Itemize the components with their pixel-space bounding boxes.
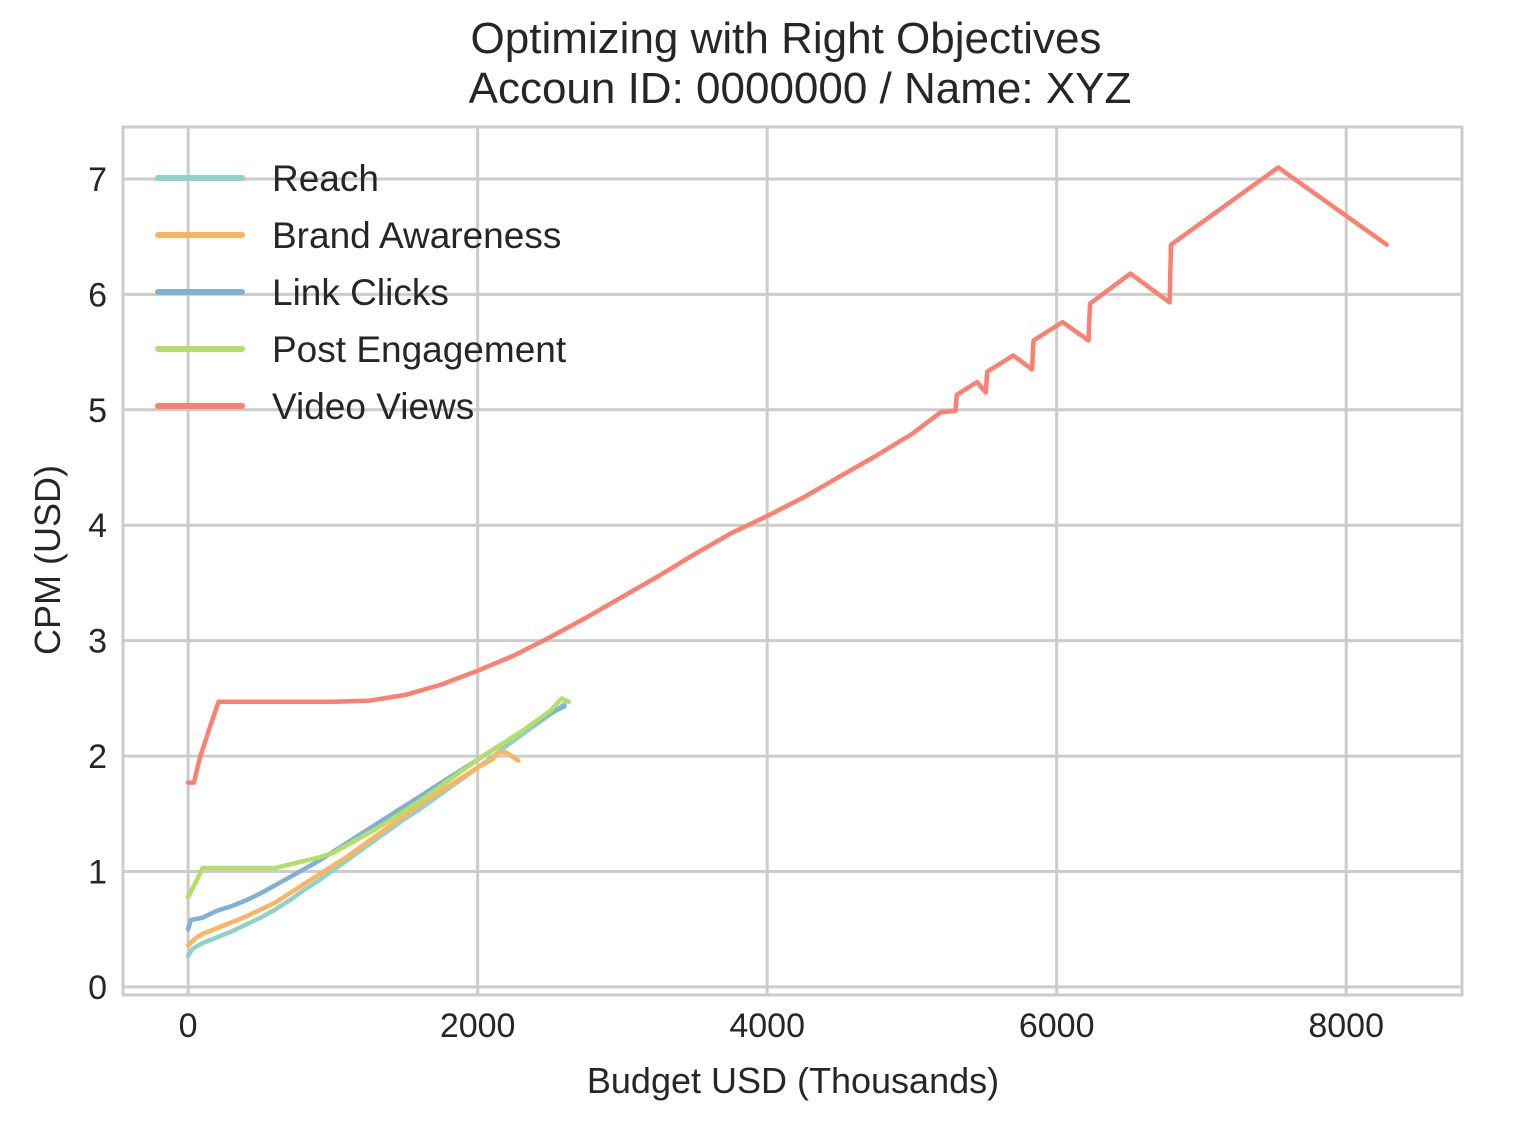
plot-frame [121, 125, 1464, 997]
y-tick-label: 1 [88, 853, 107, 891]
legend-label-post-engagement: Post Engagement [272, 329, 567, 370]
legend-label-video-views: Video Views [272, 386, 474, 427]
y-axis-label: CPM (USD) [27, 465, 68, 655]
legend-label-brand-awareness: Brand Awareness [272, 215, 561, 256]
x-tick-label: 0 [179, 1007, 198, 1045]
y-tick-label: 3 [88, 623, 107, 661]
y-tick-label: 5 [88, 392, 107, 430]
x-tick-label: 2000 [440, 1007, 516, 1045]
legend-label-reach: Reach [272, 158, 379, 199]
y-tick-label: 0 [88, 969, 107, 1007]
legend: Reach Brand Awareness Link Clicks Post Enga… [155, 158, 567, 427]
y-tick-label: 2 [88, 738, 107, 776]
grid-lines [123, 127, 1462, 995]
x-tick-label: 6000 [1019, 1007, 1095, 1045]
x-tick-label: 8000 [1308, 1007, 1384, 1045]
chart-subtitle: Accoun ID: 0000000 / Name: XYZ [468, 64, 1132, 113]
y-tick-label: 7 [88, 161, 107, 199]
series-line-video-views [185, 165, 1389, 785]
x-tick-label: 4000 [729, 1007, 805, 1045]
series-layer [185, 165, 1389, 959]
chart-title: Optimizing with Right Objectives [470, 14, 1102, 63]
series-line-brand-awareness [185, 749, 521, 948]
series-line-post-engagement [185, 696, 572, 900]
y-tick-labels: 0 1 2 3 4 5 6 7 [88, 161, 107, 1007]
legend-label-link-clicks: Link Clicks [272, 272, 449, 313]
x-tick-labels: 0 2000 4000 6000 8000 [179, 1007, 1384, 1045]
x-axis-label: Budget USD (Thousands) [586, 1060, 1000, 1101]
y-tick-label: 6 [88, 276, 107, 314]
y-tick-label: 4 [88, 507, 107, 545]
